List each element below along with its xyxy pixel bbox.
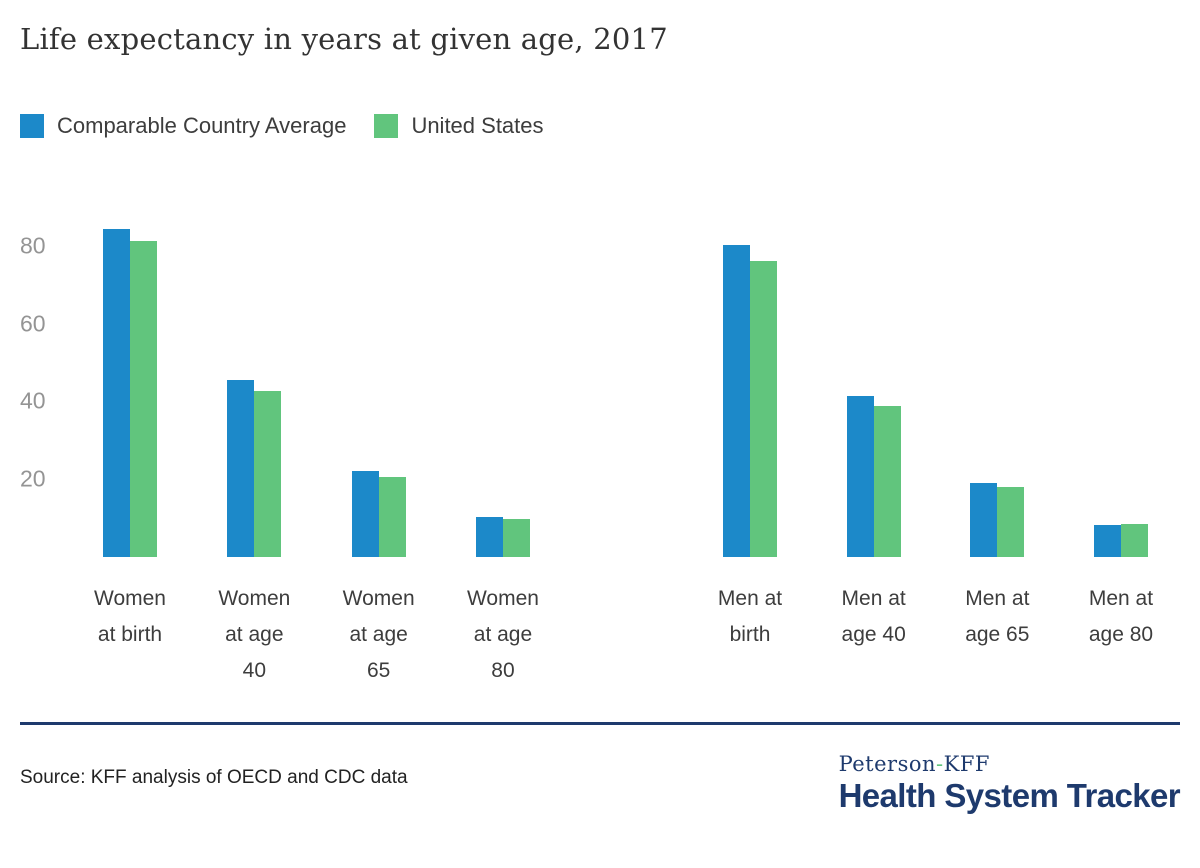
bar-comparable-country-average[interactable] xyxy=(1093,524,1121,557)
bar-group: Women at age 65 xyxy=(323,203,435,689)
logo-line-health-system-tracker: Health System Tracker xyxy=(838,777,1181,814)
bar-group: Men at age 40 xyxy=(818,203,930,689)
bar-united-states[interactable] xyxy=(254,390,282,557)
divider-rule xyxy=(20,722,1180,725)
y-axis-tick-label: 40 xyxy=(20,387,46,414)
legend-item-comparable-country-average[interactable]: Comparable Country Average xyxy=(20,113,346,139)
x-axis-label: Men at age 40 xyxy=(841,587,906,646)
x-axis-label: Men at birth xyxy=(717,587,783,646)
bar-united-states[interactable] xyxy=(502,519,530,557)
page: Life expectancy in years at given age, 2… xyxy=(20,22,1180,689)
section-women: Women at birth Women at age 40 Women at ag… xyxy=(74,203,559,689)
bar-pair xyxy=(227,203,282,557)
bar-comparable-country-average[interactable] xyxy=(103,228,130,557)
x-axis-label: Men at age 80 xyxy=(1088,587,1154,646)
bar-group: Women at birth xyxy=(74,203,186,689)
section-men: Men at birth Men at age 40 Men at age 65 Me… xyxy=(694,203,1177,689)
bar-pair xyxy=(723,203,777,557)
bar-united-states[interactable] xyxy=(1120,524,1148,557)
source-text: Source: KFF analysis of OECD and CDC dat… xyxy=(20,767,408,788)
bar-comparable-country-average[interactable] xyxy=(475,516,503,557)
bar-united-states[interactable] xyxy=(130,241,157,557)
logo-line-peterson-kff: Peterson-KFF xyxy=(839,751,1180,777)
y-axis: 20 40 60 80 xyxy=(20,203,74,557)
section-gap xyxy=(559,203,694,689)
legend: Comparable Country Average United States xyxy=(20,113,1180,139)
bar-comparable-country-average[interactable] xyxy=(351,470,379,557)
bar-comparable-country-average[interactable] xyxy=(723,245,750,557)
bar-pair xyxy=(351,203,406,557)
bar-pair xyxy=(1093,203,1148,557)
legend-label: United States xyxy=(411,113,544,138)
logo-hyphen: - xyxy=(936,752,944,776)
bar-united-states[interactable] xyxy=(873,406,901,557)
logo-kff: KFF xyxy=(943,752,990,776)
bar-group: Women at age 40 xyxy=(198,203,310,689)
y-axis-tick-label: 20 xyxy=(20,465,46,492)
bar-group: Men at age 80 xyxy=(1065,203,1177,689)
bar-pair xyxy=(475,203,530,557)
y-axis-tick-label: 80 xyxy=(20,232,46,259)
bar-united-states[interactable] xyxy=(997,486,1025,557)
bar-united-states[interactable] xyxy=(750,260,777,557)
y-axis-tick-label: 60 xyxy=(20,310,46,337)
x-axis-label: Women at age 80 xyxy=(466,587,539,682)
bar-group: Men at age 65 xyxy=(941,203,1053,689)
bar-comparable-country-average[interactable] xyxy=(846,396,874,557)
legend-label: Comparable Country Average xyxy=(57,113,347,138)
x-axis-label: Women at age 40 xyxy=(218,587,291,682)
legend-swatch-green-icon xyxy=(374,114,399,138)
x-axis-label: Women at birth xyxy=(94,587,166,646)
bar-pair xyxy=(103,203,157,557)
peterson-kff-logo[interactable]: Peterson-KFF Health System Tracker xyxy=(838,739,1181,814)
x-axis-label: Women at age 65 xyxy=(342,587,415,682)
footer: Source: KFF analysis of OECD and CDC dat… xyxy=(0,739,1200,814)
legend-item-united-states[interactable]: United States xyxy=(374,113,544,139)
bar-group: Men at birth xyxy=(694,203,806,689)
bar-pair xyxy=(970,203,1025,557)
bar-comparable-country-average[interactable] xyxy=(970,482,998,557)
logo-peterson: Peterson xyxy=(838,752,937,776)
page-title: Life expectancy in years at given age, 2… xyxy=(20,22,668,56)
bar-comparable-country-average[interactable] xyxy=(227,380,255,557)
bar-pair xyxy=(846,203,901,557)
bar-chart: 20 40 60 80 Women at birth Women at age 40 Wo… xyxy=(20,203,1180,689)
x-axis-label: Men at age 65 xyxy=(965,587,1030,646)
bar-group: Women at age 80 xyxy=(447,203,559,689)
legend-swatch-blue-icon xyxy=(20,114,44,138)
bar-united-states[interactable] xyxy=(378,476,406,557)
